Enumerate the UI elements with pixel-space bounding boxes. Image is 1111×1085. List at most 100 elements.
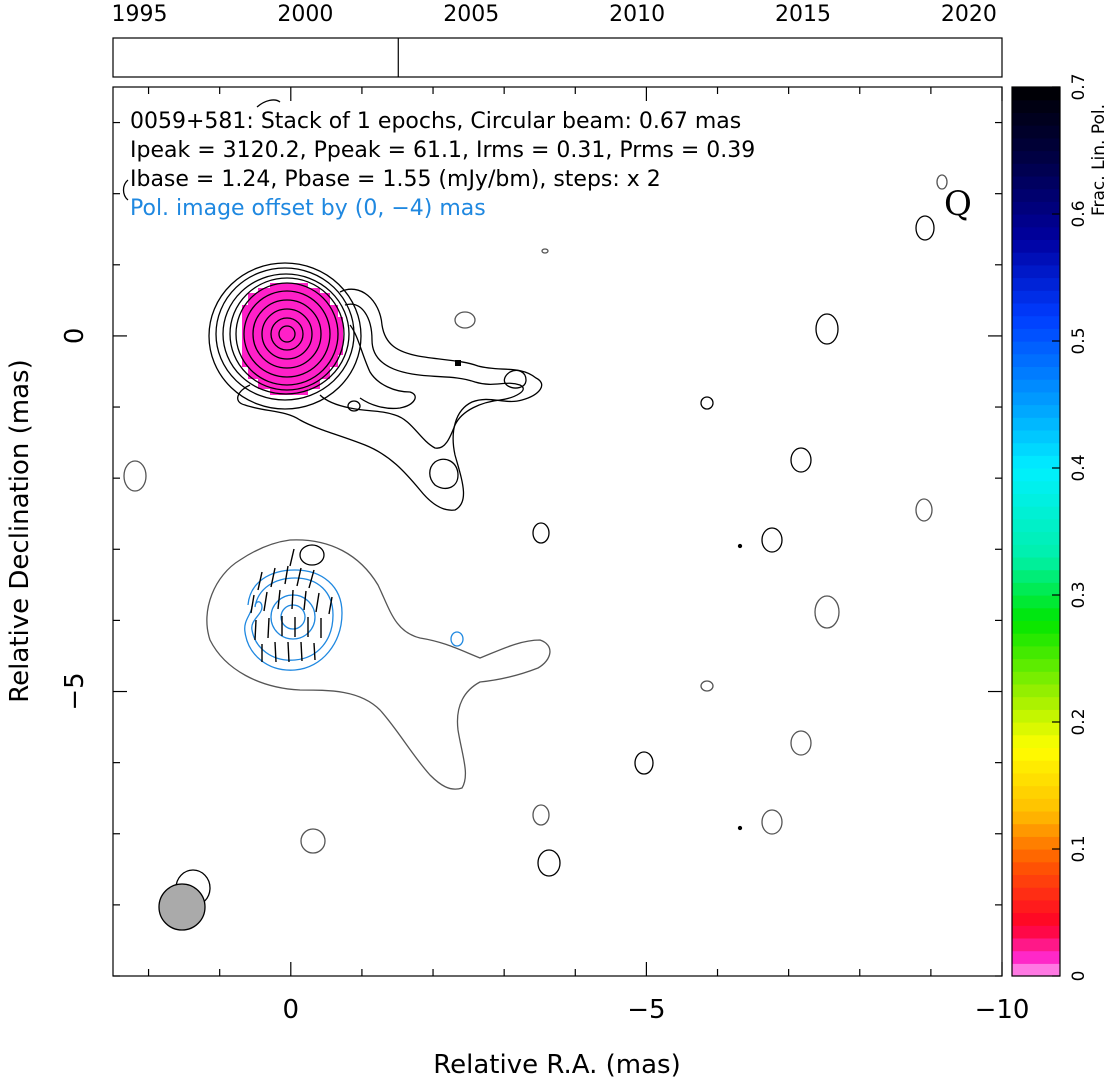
colorbar-band (1012, 290, 1060, 304)
timeline-tick-label: 2000 (277, 2, 333, 27)
x-axis-label: Relative R.A. (mas) (433, 1050, 680, 1080)
colorbar-band (1012, 531, 1060, 545)
colorbar-band (1012, 391, 1060, 406)
colorbar-band (1012, 760, 1060, 774)
timeline-tick-label: 1995 (112, 2, 168, 27)
evpa-ticks (250, 548, 333, 663)
colorbar-band (1012, 442, 1060, 456)
colorbar-band (1012, 798, 1060, 812)
colorbar-band (1012, 620, 1060, 634)
colorbar-band (1012, 772, 1060, 787)
x-tick-label: 0 (283, 995, 300, 1025)
colorbar-band (1012, 366, 1060, 380)
colorbar-band (1012, 874, 1060, 888)
colorbar-band (1012, 99, 1060, 113)
colorbar-tick-label: 0.6 (1069, 200, 1089, 227)
colorbar-band (1012, 722, 1060, 736)
colorbar-band (1012, 125, 1060, 139)
colorbar-tick-label: 0.3 (1069, 581, 1089, 608)
colorbar-band (1012, 188, 1060, 202)
colorbar-band (1012, 493, 1060, 507)
colorbar-band (1012, 264, 1060, 279)
header-line-1: 0059+581: Stack of 1 epochs, Circular be… (130, 109, 741, 134)
colorbar-band (1012, 950, 1060, 964)
colorbar-band (1012, 658, 1060, 672)
beam-ellipse (158, 883, 206, 931)
colorbar-band (1012, 315, 1060, 329)
colorbar-band (1012, 861, 1060, 875)
colorbar-band (1012, 137, 1060, 152)
x-tick-label: −10 (975, 995, 1030, 1025)
colorbar-band (1012, 379, 1060, 393)
timeline-tick-label: 2005 (443, 2, 499, 27)
colorbar-band (1012, 734, 1060, 748)
colorbar-band (1012, 556, 1060, 571)
colorbar-band (1012, 544, 1060, 558)
colorbar-band (1012, 353, 1060, 367)
y-tick-label: −5 (60, 672, 90, 710)
colorbar-band (1012, 683, 1060, 698)
timeline-ticks: 1995 2000 2005 2010 2015 2020 (112, 2, 997, 27)
colorbar-band (1012, 506, 1060, 520)
colorbar-strip (1012, 87, 1060, 977)
colorbar-band (1012, 912, 1060, 926)
colorbar-tick-label: 0.7 (1069, 73, 1089, 100)
colorbar-band (1012, 518, 1060, 533)
colorbar-band (1012, 175, 1060, 190)
colorbar-band (1012, 747, 1060, 761)
colorbar-band (1012, 785, 1060, 799)
colorbar-band (1012, 925, 1060, 939)
stokes-i-core-contours (208, 262, 362, 410)
colorbar-band (1012, 671, 1060, 685)
colorbar-tick-label: 0.4 (1069, 454, 1089, 481)
colorbar-band (1012, 836, 1060, 850)
colorbar-band (1012, 595, 1060, 609)
map-panel: 0 −5 −10 0 −5 0059+581: Stack of 1 epochs, C… (5, 86, 1029, 1080)
colorbar-band (1012, 277, 1060, 291)
colorbar-band (1012, 239, 1060, 253)
colorbar-band (1012, 214, 1060, 228)
colorbar-band (1012, 709, 1060, 723)
colorbar-band (1012, 417, 1060, 431)
timeline-tick-label: 2010 (609, 2, 665, 27)
colorbar-tick-label: 0.1 (1069, 835, 1089, 862)
colorbar-frame (1011, 86, 1061, 977)
colorbar-band (1012, 455, 1060, 469)
colorbar-band (1012, 937, 1060, 952)
header-line-3: Ibase = 1.24, Pbase = 1.55 (mJy/bm), ste… (130, 167, 661, 192)
colorbar-band (1012, 87, 1060, 101)
colorbar-band (1012, 963, 1060, 977)
colorbar-band (1012, 112, 1060, 126)
timeline: 1995 2000 2005 2010 2015 2020 (112, 2, 1003, 78)
colorbar-band (1012, 810, 1060, 825)
colorbar-band (1012, 645, 1060, 660)
pol-base-contour (206, 539, 551, 790)
timeline-frame (112, 37, 1003, 78)
stokes-i-jet-contours (122, 99, 543, 511)
colorbar-band (1012, 607, 1060, 621)
colorbar-band (1012, 252, 1060, 266)
colorbar-band (1012, 328, 1060, 342)
colorbar-band (1012, 696, 1060, 710)
colorbar-band (1012, 887, 1060, 901)
map-frame (112, 86, 1003, 977)
colorbar-tick-label: 0.2 (1069, 708, 1089, 735)
header-line-2: Ipeak = 3120.2, Ppeak = 61.1, Irms = 0.3… (130, 138, 755, 163)
colorbar-band (1012, 163, 1060, 177)
colorbar-band (1012, 899, 1060, 914)
y-tick-label: 0 (60, 328, 90, 345)
timeline-tick-label: 2015 (775, 2, 831, 27)
map-ticks: 0 −5 −10 0 −5 (60, 87, 1029, 1025)
colorbar-ticks: 0 0.1 0.2 0.3 0.4 0.5 0.6 0.7 (1052, 73, 1089, 981)
colorbar-band (1012, 226, 1060, 240)
colorbar-band (1012, 849, 1060, 863)
colorbar-band (1012, 302, 1060, 317)
colorbar-band (1012, 150, 1060, 164)
colorbar-tick-label: 0 (1069, 971, 1089, 982)
colorbar-band (1012, 201, 1060, 215)
colorbar-label: Frac. Lin. Pol. (1089, 104, 1109, 216)
colorbar-band (1012, 404, 1060, 418)
timeline-tick-label: 2020 (941, 2, 997, 27)
colorbar-band (1012, 582, 1060, 596)
